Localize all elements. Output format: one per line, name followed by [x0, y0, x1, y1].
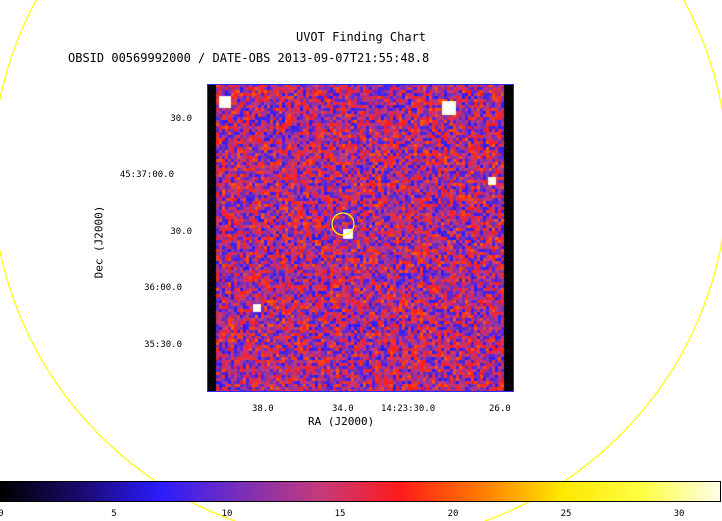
sky-image — [207, 84, 514, 392]
colorbar-tick-label: 10 — [221, 509, 233, 519]
colorbar-tick-label: 15 — [334, 509, 346, 519]
chart-title: UVOT Finding Chart — [295, 30, 427, 44]
x-axis-label: RA (J2000) — [308, 415, 375, 428]
colorbar-tick-label: 0 — [0, 509, 4, 519]
y-tick-label: 30.0 — [170, 227, 192, 237]
y-tick-label: 30.0 — [170, 114, 192, 124]
x-tick-label: 34.0 — [332, 404, 354, 414]
y-axis-label: Dec (J2000) — [92, 205, 106, 279]
image-overlay — [207, 84, 514, 392]
y-tick-label: 45:37:00.0 — [119, 170, 174, 180]
x-tick-label: 14:23:30.0 — [381, 404, 436, 414]
colorbar — [0, 481, 721, 502]
colorbar-tick-label: 25 — [560, 509, 572, 519]
x-tick-label: 26.0 — [489, 404, 511, 414]
colorbar-tick-label: 20 — [447, 509, 459, 519]
sky-image-canvas — [207, 84, 514, 392]
y-tick-label: 35:30.0 — [144, 340, 182, 350]
y-tick-label: 36:00.0 — [144, 283, 182, 293]
colorbar-tick-label: 5 — [111, 509, 117, 519]
x-tick-label: 38.0 — [252, 404, 274, 414]
chart-subtitle: OBSID 00569992000 / DATE-OBS 2013-09-07T… — [68, 51, 430, 65]
source-circle — [331, 212, 355, 236]
colorbar-tick-label: 30 — [673, 509, 685, 519]
